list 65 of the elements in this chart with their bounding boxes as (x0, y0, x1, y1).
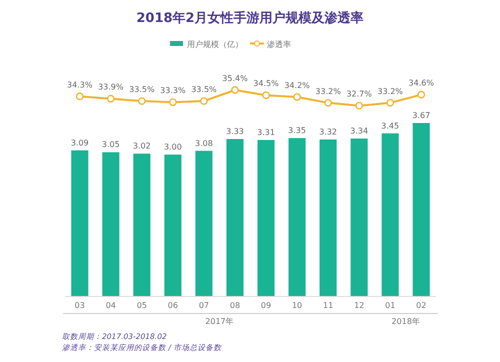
point (262, 91, 270, 100)
x-tick-label: 12 (354, 301, 364, 310)
data-label: 34.5% (253, 79, 280, 88)
legend-label: 渗透率 (267, 40, 291, 49)
x-tick-label: 01 (385, 301, 396, 310)
data-label: 3.31 (257, 128, 275, 137)
bar (71, 150, 88, 296)
data-label: 3.05 (102, 140, 120, 150)
point (231, 86, 239, 94)
bar (164, 154, 182, 296)
x-tick-label: 09 (260, 301, 272, 310)
point (169, 98, 177, 106)
data-label: 3.32 (319, 128, 338, 136)
data-label: 34.2% (284, 80, 310, 90)
data-label: 3.09 (70, 138, 89, 148)
legend-label: 用户规模（亿） (187, 40, 243, 49)
text: 2018年 (392, 317, 420, 326)
x-tick-label: 06 (168, 301, 178, 310)
point (76, 92, 84, 100)
x-tick-label: 08 (230, 301, 240, 310)
bar (195, 150, 212, 296)
chart-title: 2018年2月女性手游用户规模及渗透率 (136, 10, 364, 26)
bar (412, 123, 430, 296)
text: 2017年 (205, 317, 234, 326)
data-label: 32.7% (346, 90, 372, 99)
data-label: 33.2% (315, 86, 342, 96)
bar (288, 138, 306, 296)
point (355, 102, 364, 110)
point (386, 98, 394, 107)
x-tick-label: 05 (136, 301, 147, 310)
bar (226, 139, 244, 296)
data-label: 33.5% (129, 85, 155, 94)
data-label: 3.33 (226, 127, 244, 136)
point (200, 97, 208, 105)
point (106, 94, 115, 103)
data-label: 3.45 (381, 121, 400, 130)
data-label: 3.08 (195, 138, 213, 148)
bar (382, 133, 399, 296)
point (417, 90, 426, 99)
data-label: 34.6% (408, 78, 434, 88)
data-label: 3.34 (350, 126, 368, 136)
bar (320, 140, 337, 296)
data-label: 33.2% (377, 86, 404, 96)
data-label: 3.00 (164, 142, 182, 152)
data-label: 3.35 (288, 126, 306, 136)
x-tick-label: 02 (416, 301, 426, 310)
x-tick-label: 03 (74, 301, 85, 310)
data-label: 33.3% (160, 86, 186, 96)
x-tick-label: 11 (323, 301, 334, 310)
bar (257, 140, 275, 296)
bar (102, 152, 120, 296)
data-label: 3.02 (132, 142, 151, 151)
point (324, 98, 332, 107)
point (293, 93, 301, 101)
point (138, 97, 146, 105)
data-label: 35.4% (222, 74, 248, 83)
x-tick-label: 10 (292, 301, 302, 310)
data-label: 3.67 (412, 111, 430, 120)
data-label: 34.3% (67, 80, 93, 90)
bar (350, 138, 368, 296)
data-label: 33.9% (98, 82, 124, 92)
x-tick-label: 04 (106, 301, 116, 310)
x-tick-label: 07 (198, 301, 210, 310)
bar (133, 154, 150, 296)
data-label: 33.5% (191, 85, 218, 94)
